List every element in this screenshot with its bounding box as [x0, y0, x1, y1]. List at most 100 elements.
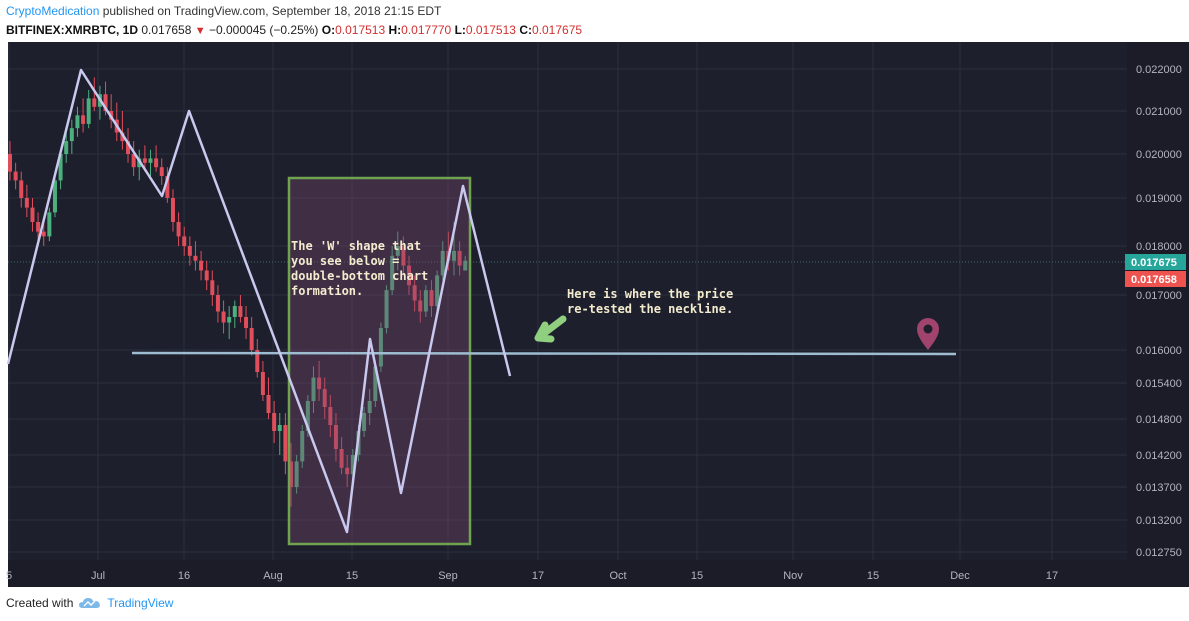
candle: [283, 413, 288, 475]
candle-body: [92, 98, 97, 107]
candle: [328, 395, 333, 437]
x-tick-label: Jul: [91, 570, 105, 582]
candle: [131, 141, 136, 176]
w-pattern-line: [6, 68, 512, 534]
candle-body: [463, 260, 468, 271]
price-tag: 0.017675: [1125, 254, 1186, 270]
candle: [244, 306, 249, 339]
candle: [435, 270, 440, 312]
candle-body: [395, 246, 400, 256]
candle: [92, 77, 97, 111]
candle: [199, 250, 204, 281]
y-tick-label: 0.017000: [1136, 290, 1182, 302]
candle-body: [81, 115, 86, 124]
candle-body: [350, 455, 355, 475]
candle-body: [13, 171, 18, 181]
price-tag: 0.017658: [1125, 271, 1186, 287]
candle-body: [249, 328, 254, 350]
double-bottom-box: [287, 176, 472, 546]
candle: [120, 111, 125, 150]
candle: [463, 255, 468, 271]
candle-body: [266, 395, 271, 413]
symbol-bar: BITFINEX:XMRBTC, 1D 0.017658 ▼ −0.000045…: [6, 23, 582, 37]
candle: [148, 149, 153, 176]
candle-body: [165, 176, 170, 198]
author-link[interactable]: CryptoMedication: [6, 4, 100, 18]
y-tick-label: 0.019000: [1136, 193, 1182, 205]
candle: [227, 306, 232, 339]
footer: Created with TradingView: [6, 596, 173, 610]
close-label: C:: [519, 23, 532, 37]
candle: [390, 246, 395, 295]
y-tick-label: 0.022000: [1136, 64, 1182, 76]
price-chart[interactable]: 0.022000 0.021000 0.020000 0.019000 0.018000…: [0, 42, 1189, 587]
candle: [75, 106, 80, 137]
candle-body: [86, 98, 91, 124]
candle: [64, 132, 69, 163]
x-tick-label: Dec: [950, 570, 970, 582]
symbol-label[interactable]: BITFINEX:XMRBTC, 1D: [6, 23, 138, 37]
candle-body: [418, 300, 423, 312]
candle: [272, 401, 277, 443]
candle-body: [154, 158, 159, 168]
candle-body: [120, 132, 125, 142]
candle: [339, 437, 344, 475]
annotation-line: re-tested the neckline.: [567, 302, 733, 316]
candle: [36, 212, 41, 242]
candle-body: [384, 290, 389, 328]
y-tick-label: 0.013200: [1136, 515, 1182, 527]
candle: [457, 241, 462, 276]
candle-body: [277, 425, 282, 431]
green-arrow-icon: [534, 315, 567, 343]
candle: [126, 128, 131, 163]
candle: [266, 377, 271, 419]
candle-body: [244, 317, 249, 328]
candle-body: [52, 180, 57, 213]
candle-body: [176, 222, 181, 237]
candle: [193, 241, 198, 271]
candle-body: [289, 461, 293, 487]
candle: [423, 285, 428, 317]
neckline: [131, 351, 957, 356]
pin-shape: [917, 318, 939, 350]
candle-body: [75, 115, 80, 129]
candle-body: [193, 255, 198, 261]
candle-body: [36, 222, 41, 232]
candle-body: [30, 207, 35, 222]
candle-body: [64, 141, 69, 154]
candle: [8, 141, 12, 181]
y-tick-label: 0.020000: [1136, 149, 1182, 161]
candle-body: [317, 377, 322, 389]
candle-body: [159, 167, 164, 176]
x-tick-label: 15: [346, 570, 358, 582]
candle: [176, 212, 181, 246]
candle: [41, 222, 46, 246]
candle: [24, 184, 29, 218]
down-triangle-icon: ▼: [194, 25, 206, 37]
x-tick-label: Sep: [438, 570, 458, 582]
w-shape-annotation: The 'W' shape that you see below = double-…: [291, 239, 428, 298]
y-tick-label: 0.014800: [1136, 414, 1182, 426]
candle: [159, 158, 164, 185]
candle-body: [407, 265, 412, 286]
high-value: 0.017770: [401, 23, 452, 37]
x-tick-label: Nov: [783, 570, 803, 582]
candle: [294, 455, 299, 494]
candle: [260, 361, 265, 401]
tradingview-link[interactable]: TradingView: [107, 596, 174, 610]
candle: [300, 425, 305, 468]
x-tick-label: 17: [532, 570, 544, 582]
candle: [81, 98, 86, 133]
candle: [187, 236, 192, 266]
candle-body: [328, 407, 333, 425]
candle-body: [41, 231, 46, 237]
candle: [362, 407, 367, 437]
candle: [13, 162, 18, 190]
candle: [311, 366, 316, 413]
candle-body: [333, 425, 338, 449]
candle: [407, 255, 412, 295]
y-tick-label: 0.021000: [1136, 106, 1182, 118]
candle: [401, 236, 406, 276]
publish-info: CryptoMedication published on TradingVie…: [6, 4, 441, 18]
candle: [52, 176, 57, 218]
